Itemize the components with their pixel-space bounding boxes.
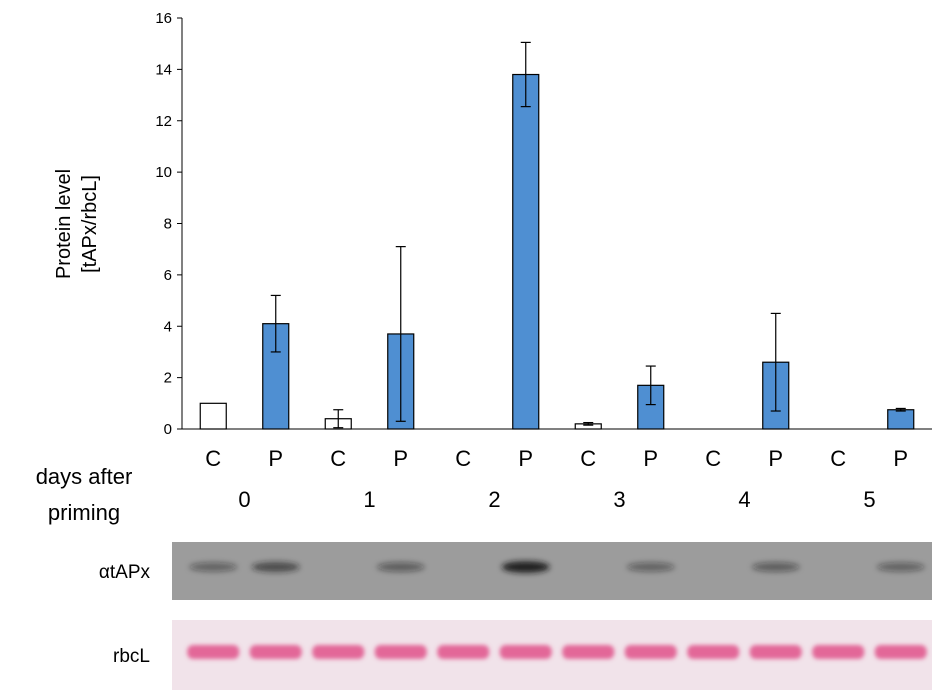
tapx-band (501, 561, 550, 573)
y-tick-label: 2 (164, 370, 172, 387)
tapx-band (376, 562, 425, 572)
tapx-band (251, 562, 300, 572)
rbcl-band (374, 645, 427, 659)
category-label-C: C (580, 446, 596, 471)
x-axis-label-line-2: priming (48, 500, 120, 525)
x-axis-label: days after priming (36, 464, 133, 525)
rbcl-band (749, 645, 802, 659)
tapx-band (876, 562, 925, 572)
bar-C-day-0 (199, 402, 227, 430)
day-label-4: 4 (738, 487, 750, 512)
blot-label-tapx: αtAPx (99, 562, 151, 583)
blot-bands (187, 561, 927, 659)
bar-P-day-5 (887, 409, 915, 430)
y-tick-label: 10 (155, 164, 172, 181)
day-label-0: 0 (238, 487, 250, 512)
blot-label-rbcl: rbcL (113, 646, 150, 667)
blot-panels: αtAPx rbcL (99, 542, 932, 690)
tapx-band (751, 562, 800, 572)
tapx-band (189, 562, 238, 572)
rbcl-band (437, 645, 490, 659)
category-label-P: P (768, 446, 783, 471)
y-tick-label: 0 (164, 421, 172, 438)
day-label-3: 3 (613, 487, 625, 512)
y-tick-label: 16 (155, 10, 172, 27)
day-label-1: 1 (363, 487, 375, 512)
blot-tapx-background (172, 542, 932, 600)
x-axis-label-line-1: days after (36, 464, 133, 489)
y-tick-label: 6 (164, 267, 172, 284)
y-tick-label: 4 (164, 318, 172, 335)
y-axis-label-line-1: Protein level (53, 169, 75, 279)
day-label-2: 2 (488, 487, 500, 512)
y-tick-label: 12 (155, 113, 172, 130)
rbcl-band (874, 645, 927, 659)
rbcl-band (562, 645, 615, 659)
category-label-C: C (330, 446, 346, 471)
category-label-C: C (830, 446, 846, 471)
rbcl-band (187, 645, 240, 659)
category-label-P: P (643, 446, 658, 471)
rbcl-band (249, 645, 302, 659)
y-axis-label-line-2: [tAPx/rbcL] (79, 175, 101, 273)
day-labels: 0 1 2 3 4 5 (238, 487, 875, 512)
bar-P-day-2 (512, 73, 540, 430)
y-axis: 0 2 4 6 8 10 12 14 16 (155, 10, 183, 438)
category-label-P: P (518, 446, 533, 471)
y-axis-label: Protein level [tAPx/rbcL] (53, 169, 101, 279)
plot-area (182, 41, 932, 430)
rbcl-band (812, 645, 865, 659)
y-tick-label: 8 (164, 216, 172, 233)
category-label-P: P (893, 446, 908, 471)
y-tick-label: 14 (155, 61, 172, 78)
category-label-C: C (205, 446, 221, 471)
category-label-C: C (455, 446, 471, 471)
rbcl-band (624, 645, 677, 659)
rbcl-band (312, 645, 365, 659)
rbcl-band (499, 645, 552, 659)
category-label-P: P (268, 446, 283, 471)
category-label-P: P (393, 446, 408, 471)
tapx-band (626, 562, 675, 572)
rbcl-band (687, 645, 740, 659)
day-label-5: 5 (863, 487, 875, 512)
category-label-C: C (705, 446, 721, 471)
